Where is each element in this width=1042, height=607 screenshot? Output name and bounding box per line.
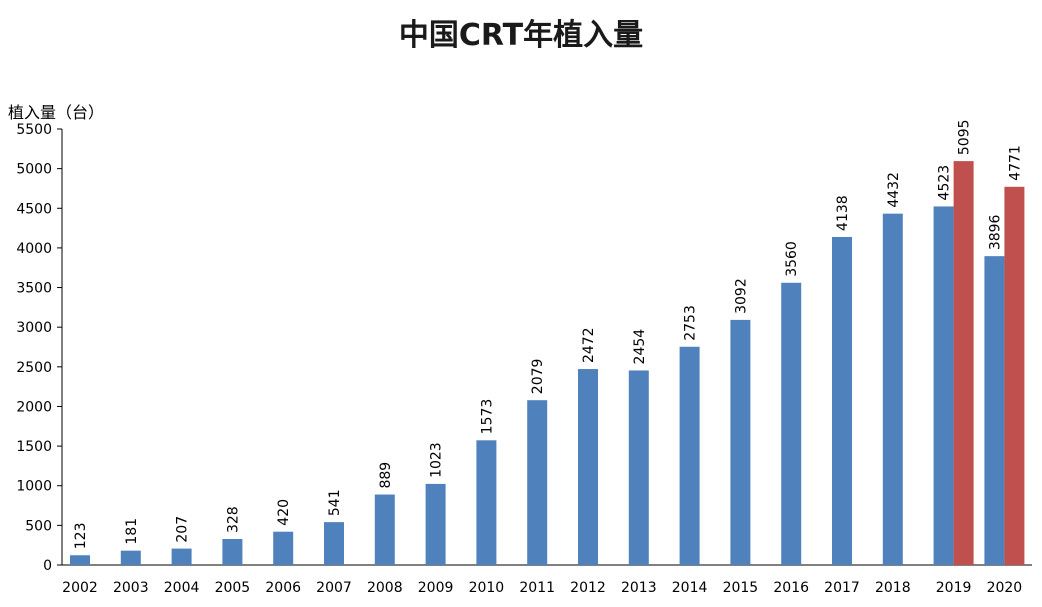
bar-2016-s0 [781, 282, 802, 565]
bar-2012-s0 [578, 369, 598, 565]
y-tick-label: 2500 [16, 360, 52, 376]
data-label: 541 [327, 489, 343, 516]
x-tick-label: 2013 [621, 580, 657, 596]
y-tick-label: 0 [43, 558, 52, 574]
x-tick-label: 2020 [987, 580, 1023, 596]
x-tick-label: 2010 [469, 580, 505, 596]
data-label: 3092 [733, 278, 749, 314]
bar-2009-s0 [425, 483, 446, 565]
data-label: 4432 [886, 172, 902, 208]
data-label: 181 [124, 518, 140, 545]
data-label: 4138 [835, 195, 851, 231]
x-tick-label: 2008 [367, 580, 403, 596]
data-label: 2753 [683, 305, 699, 341]
x-tick-label: 2015 [723, 580, 759, 596]
x-tick-label: 2009 [418, 580, 454, 596]
data-label: 123 [73, 523, 89, 550]
bar-2017-s0 [832, 236, 852, 565]
data-label: 2079 [530, 359, 546, 395]
bar-2007-s0 [324, 522, 344, 565]
data-label: 4771 [1007, 145, 1023, 181]
x-tick-label: 2005 [215, 580, 251, 596]
bar-2008-s0 [374, 494, 395, 565]
data-label: 3896 [987, 214, 1003, 250]
bar-2003-s0 [120, 550, 141, 565]
bar-2010-s0 [476, 440, 497, 565]
x-tick-label: 2018 [875, 580, 911, 596]
data-label: 5095 [957, 119, 973, 155]
data-labels: 123 181 207 328 420 541 889 1023 1573 2079 2472 245… [73, 119, 1023, 549]
x-tick-label: 2017 [824, 580, 860, 596]
x-tick-label: 2006 [265, 580, 301, 596]
x-tick-label: 2003 [113, 580, 149, 596]
data-label: 207 [175, 516, 191, 543]
data-label: 4523 [937, 165, 953, 201]
y-tick-label: 500 [25, 518, 52, 534]
bar-2004-s0 [171, 548, 192, 565]
data-label: 328 [225, 506, 241, 533]
x-tick-label: 2007 [316, 580, 352, 596]
y-axis-label: 植入量（台） [8, 103, 104, 122]
y-tick-label: 1500 [16, 439, 52, 455]
y-tick-label: 5000 [16, 162, 52, 178]
x-tick-label: 2016 [773, 580, 809, 596]
bar-2011-s0 [527, 400, 548, 565]
y-tick-label: 5500 [16, 122, 52, 138]
bar-2019-s0 [933, 206, 954, 565]
bar-2014-s0 [679, 346, 700, 565]
bars [70, 161, 1025, 565]
bar-2006-s0 [273, 531, 294, 565]
data-label: 1023 [429, 442, 445, 478]
data-label: 420 [276, 499, 292, 526]
x-tick-label: 2002 [62, 580, 98, 596]
bar-2002-s0 [70, 555, 90, 565]
y-tick-label: 4500 [16, 201, 52, 217]
bar-2015-s0 [730, 319, 751, 565]
data-label: 2454 [632, 329, 648, 365]
x-tick-label: 2019 [936, 580, 972, 596]
bar-2020-s1 [1004, 186, 1025, 565]
bar-2013-s0 [628, 370, 649, 565]
bar-2005-s0 [222, 538, 243, 565]
y-tick-label: 3500 [16, 281, 52, 297]
data-label: 3560 [784, 241, 800, 277]
x-tick-label: 2012 [570, 580, 606, 596]
bar-2019-s1 [953, 161, 974, 565]
bar-2018-s0 [882, 213, 903, 565]
x-tick-label: 2011 [519, 580, 555, 596]
data-label: 1573 [479, 399, 495, 435]
data-label: 889 [378, 462, 394, 489]
tick-labels: 0 500 1000 1500 2000 2500 3000 3500 4000 4500 5000… [16, 122, 1022, 596]
x-tick-label: 2004 [164, 580, 200, 596]
y-tick-label: 1000 [16, 479, 52, 495]
bar-2020-s0 [984, 256, 1005, 565]
x-tick-label: 2014 [672, 580, 708, 596]
y-tick-label: 4000 [16, 241, 52, 257]
y-tick-label: 2000 [16, 399, 52, 415]
data-label: 2472 [581, 327, 597, 363]
y-tick-label: 3000 [16, 320, 52, 336]
chart-title: 中国CRT年植入量 [398, 18, 644, 53]
